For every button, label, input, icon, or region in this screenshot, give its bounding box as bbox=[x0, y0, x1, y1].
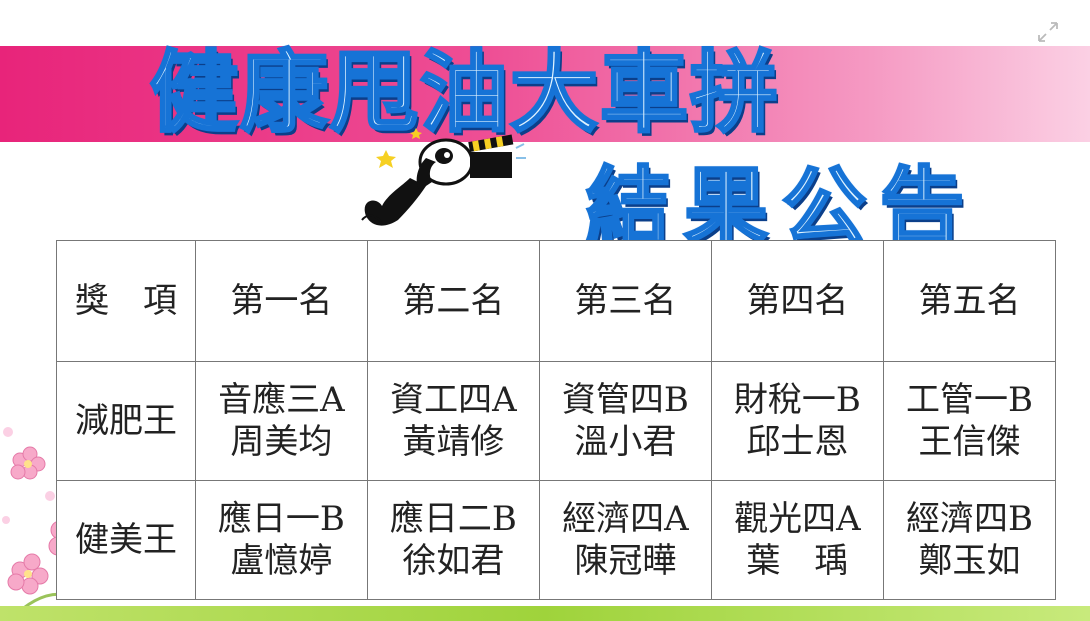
rank-1-header: 第一名 bbox=[194, 240, 368, 362]
award-name: 減肥王 bbox=[56, 361, 196, 481]
winner-dept: 經濟四A bbox=[562, 498, 689, 539]
winner-dept: 觀光四A bbox=[734, 498, 861, 539]
winner-dept: 財稅一B bbox=[733, 379, 861, 420]
winner-name: 盧憶婷 bbox=[230, 541, 333, 581]
winner-cell: 資工四A 黃靖修 bbox=[366, 361, 540, 481]
award-name: 健美王 bbox=[56, 480, 196, 600]
winner-dept: 應日二B bbox=[389, 498, 517, 539]
winner-cell: 觀光四A 葉 瑀 bbox=[710, 480, 884, 600]
winner-name: 王信傑 bbox=[918, 422, 1021, 462]
award-column-header: 獎 項 bbox=[56, 240, 196, 362]
table-header-row: 獎 項 第一名 第二名 第三名 第四名 第五名 bbox=[56, 240, 1057, 362]
winner-name: 周美均 bbox=[230, 422, 333, 462]
winner-cell: 應日二B 徐如君 bbox=[366, 480, 540, 600]
winner-dept: 資管四B bbox=[561, 379, 689, 420]
rank-3-header: 第三名 bbox=[538, 240, 712, 362]
winner-dept: 音應三A bbox=[218, 379, 345, 420]
pink-title-band bbox=[0, 46, 1090, 142]
rank-5-header: 第五名 bbox=[882, 240, 1057, 362]
winner-cell: 音應三A 周美均 bbox=[194, 361, 368, 481]
winner-cell: 經濟四B 鄭玉如 bbox=[882, 480, 1057, 600]
rank-4-header: 第四名 bbox=[710, 240, 884, 362]
winner-dept: 經濟四B bbox=[905, 498, 1033, 539]
rank-2-header: 第二名 bbox=[366, 240, 540, 362]
winner-name: 陳冠曄 bbox=[574, 541, 677, 581]
winner-dept: 應日一B bbox=[217, 498, 345, 539]
winner-name: 邱士恩 bbox=[746, 422, 849, 462]
winner-cell: 工管一B 王信傑 bbox=[882, 361, 1057, 481]
results-table: 獎 項 第一名 第二名 第三名 第四名 第五名 減肥王 音應三A 周美均 資工四A… bbox=[56, 240, 1057, 600]
winner-name: 溫小君 bbox=[574, 422, 677, 462]
winner-dept: 工管一B bbox=[905, 379, 1033, 420]
table-row: 減肥王 音應三A 周美均 資工四A 黃靖修 資管四B 溫小君 財稅一B 邱士恩 工管一B… bbox=[56, 361, 1057, 481]
winner-cell: 資管四B 溫小君 bbox=[538, 361, 712, 481]
expand-icon[interactable] bbox=[1036, 20, 1060, 44]
winner-cell: 應日一B 盧憶婷 bbox=[194, 480, 368, 600]
winner-name: 葉 瑀 bbox=[746, 541, 849, 581]
panda-clapperboard-icon bbox=[361, 128, 526, 226]
winner-name: 黃靖修 bbox=[402, 422, 505, 462]
winner-name: 徐如君 bbox=[402, 541, 505, 581]
bottom-green-strip bbox=[0, 606, 1090, 621]
winner-cell: 經濟四A 陳冠曄 bbox=[538, 480, 712, 600]
winner-name: 鄭玉如 bbox=[918, 541, 1021, 581]
table-row: 健美王 應日一B 盧憶婷 應日二B 徐如君 經濟四A 陳冠曄 觀光四A 葉 瑀 經濟四B… bbox=[56, 480, 1057, 600]
winner-cell: 財稅一B 邱士恩 bbox=[710, 361, 884, 481]
winner-dept: 資工四A bbox=[390, 379, 517, 420]
page-title: 健康甩油大車拼 bbox=[148, 40, 781, 146]
